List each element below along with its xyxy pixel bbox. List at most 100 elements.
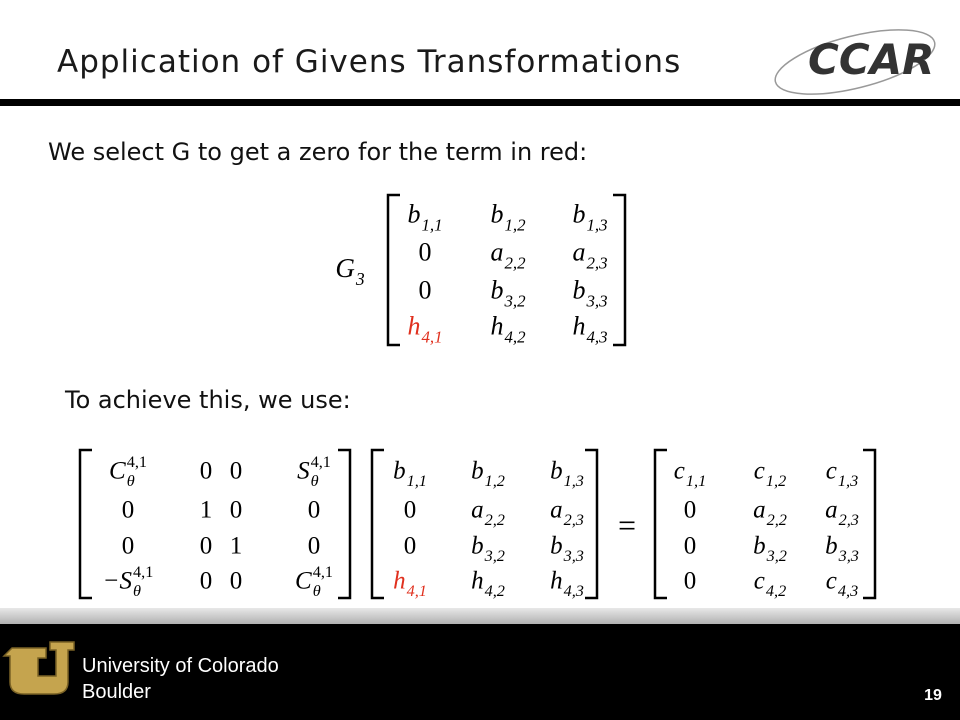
entry-base: 0	[200, 532, 213, 559]
matrix-entry: b 1,3	[572, 200, 607, 235]
entry-subscript: θ	[311, 472, 319, 490]
matrix-entry: 0	[684, 532, 697, 559]
bracket	[386, 193, 400, 347]
entry-subscript: 4,1	[421, 327, 442, 346]
entry-subscript: 1,1	[407, 472, 427, 490]
entry-base: 0	[230, 567, 243, 594]
matrix-entry: 0	[419, 276, 432, 305]
matrix-entry: h 4,3	[572, 312, 607, 347]
matrix-entry: b 3,3	[572, 276, 607, 311]
body-text: To achieve this, we use:	[64, 386, 351, 414]
entry-base: 0	[122, 496, 135, 523]
matrix-entry: 0	[230, 457, 243, 484]
entry-base: a	[490, 238, 503, 267]
matrix-entry: h 4,3	[550, 567, 584, 600]
entry-subscript: 1,2	[766, 472, 786, 490]
entry-base: c	[754, 457, 765, 484]
entry-subscript: 4,3	[564, 582, 584, 600]
footer-band	[0, 624, 960, 720]
entry-base: a	[572, 238, 585, 267]
entry-subscript: 3,3	[585, 291, 607, 310]
entry-base: 0	[200, 567, 213, 594]
entry-base: −S	[103, 567, 133, 594]
entry-base: h	[572, 312, 585, 341]
slide-title: Application of Givens Transformations	[57, 44, 681, 80]
entry-subscript: 3,2	[503, 291, 526, 310]
entry-base: G	[335, 253, 355, 283]
cu-logo	[2, 641, 75, 695]
entry-subscript: 2,2	[767, 511, 787, 529]
entry-subscript: 3	[355, 269, 365, 289]
entry-base: b	[550, 532, 563, 559]
entry-base: h	[550, 567, 563, 594]
matrix-entry: a 2,2	[490, 238, 526, 273]
entry-base: h	[407, 312, 420, 341]
matrix-entry: 0	[122, 496, 135, 523]
matrix-entry: 1	[230, 532, 243, 559]
entry-base: 0	[200, 457, 213, 484]
entry-subscript: θ	[127, 472, 135, 490]
entry-base: b	[471, 457, 484, 484]
matrix-entry: h 4,1	[393, 567, 427, 600]
entry-base: 0	[122, 532, 135, 559]
matrix-entry: 1	[200, 496, 213, 523]
matrix-entry: b 3,2	[490, 276, 526, 311]
matrix-entry: b 1,2	[490, 200, 526, 235]
matrix-entry: b 3,3	[825, 532, 859, 565]
entry-superscript: 4,1	[127, 453, 147, 471]
matrix-entry: 0	[308, 496, 321, 523]
entry-base: 0	[684, 567, 697, 594]
entry-base: b	[572, 276, 585, 305]
matrix-entry: c 1,1	[674, 457, 706, 490]
matrix-entry: c 4,3	[826, 567, 858, 600]
matrix-entry: 0	[122, 532, 135, 559]
matrix-entry: a 2,2	[753, 496, 787, 529]
matrix-entry: 0	[200, 532, 213, 559]
body-text: We select G to get a zero for the term i…	[48, 138, 587, 166]
entry-superscript: 4,1	[313, 563, 333, 581]
entry-subscript: 1,2	[485, 472, 505, 490]
entry-subscript: 2,2	[504, 253, 526, 272]
matrix-entry: 0	[404, 496, 417, 523]
bracket	[613, 193, 627, 347]
footer-university: University of Colorado	[82, 655, 279, 677]
entry-base: b	[572, 200, 585, 229]
entry-base: b	[753, 532, 766, 559]
entry-base: 0	[419, 238, 432, 267]
entry-base: 0	[404, 532, 417, 559]
entry-base: 0	[404, 496, 417, 523]
entry-base: b	[490, 276, 503, 305]
matrix-entry: b 3,3	[550, 532, 584, 565]
entry-subscript: 1,3	[838, 472, 858, 490]
matrix-entry: 0	[684, 496, 697, 523]
matrix-entry: 0	[684, 567, 697, 594]
matrix-entry: a 2,2	[471, 496, 505, 529]
entry-base: b	[490, 200, 503, 229]
bracket	[370, 448, 384, 600]
entry-base: h	[393, 567, 406, 594]
entry-subscript: 1,1	[686, 472, 706, 490]
entry-subscript: 1,3	[586, 215, 607, 234]
bracket	[653, 448, 667, 600]
entry-subscript: 2,2	[485, 511, 505, 529]
entry-base: c	[826, 567, 837, 594]
entry-subscript: 2,3	[839, 511, 859, 529]
entry-base: a	[471, 496, 484, 523]
entry-subscript: θ	[313, 582, 321, 600]
entry-subscript: 3,2	[484, 547, 505, 565]
entry-subscript: 2,3	[586, 253, 607, 272]
matrix-entry: 0	[308, 532, 321, 559]
entry-base: 0	[684, 496, 697, 523]
entry-base: a	[825, 496, 838, 523]
matrix-entry: c 1,2	[754, 457, 786, 490]
bracket	[863, 448, 877, 600]
entry-base: 0	[230, 457, 243, 484]
matrix-entry: 0	[230, 567, 243, 594]
entry-base: S	[297, 457, 310, 484]
entry-subscript: 4,3	[586, 327, 607, 346]
entry-base: 0	[308, 532, 321, 559]
entry-base: 0	[308, 496, 321, 523]
entry-subscript: 1,1	[421, 215, 442, 234]
